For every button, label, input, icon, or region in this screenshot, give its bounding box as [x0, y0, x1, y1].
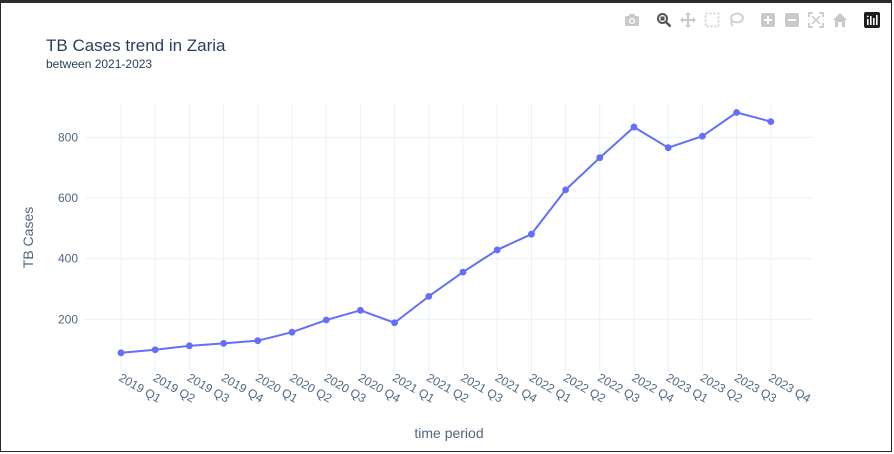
chart-subtitle: between 2021-2023 — [46, 57, 153, 71]
data-point — [186, 342, 193, 350]
y-tick-label: 400 — [58, 252, 78, 266]
data-point — [391, 319, 398, 327]
camera-icon[interactable] — [620, 9, 644, 31]
data-point — [254, 337, 262, 345]
data-point — [117, 349, 125, 357]
plotly-logo-icon[interactable] — [860, 9, 884, 31]
pan-icon[interactable] — [676, 9, 700, 31]
data-point — [459, 268, 467, 276]
data-point — [151, 346, 159, 354]
data-point — [357, 306, 364, 314]
modebar — [620, 9, 884, 31]
data-point — [596, 154, 604, 162]
y-tick-label: 800 — [58, 130, 78, 144]
chart-title: TB Cases trend in Zaria — [46, 36, 226, 55]
y-tick-label: 600 — [58, 191, 78, 205]
data-point — [664, 144, 672, 152]
x-axis-title: time period — [414, 425, 483, 441]
data-point — [288, 328, 296, 336]
data-point — [528, 230, 535, 238]
y-axis-title: TB Cases — [20, 207, 36, 268]
zoom-out-icon[interactable] — [780, 9, 804, 31]
zoom-in-icon[interactable] — [756, 9, 780, 31]
data-point — [733, 109, 740, 116]
lasso-icon[interactable] — [724, 9, 748, 31]
data-point — [493, 246, 501, 254]
y-tick-label: 200 — [58, 312, 78, 326]
autoscale-icon[interactable] — [804, 9, 828, 31]
data-point — [699, 132, 706, 140]
data-point — [630, 123, 638, 131]
reset-axes-icon[interactable] — [828, 9, 852, 31]
data-point — [767, 118, 775, 125]
data-point — [220, 339, 228, 347]
box-select-icon[interactable] — [700, 9, 724, 31]
data-point — [425, 292, 433, 300]
zoom-icon[interactable] — [652, 9, 676, 31]
data-point — [322, 316, 330, 324]
series-line — [120, 111, 772, 354]
data-point — [562, 186, 569, 194]
